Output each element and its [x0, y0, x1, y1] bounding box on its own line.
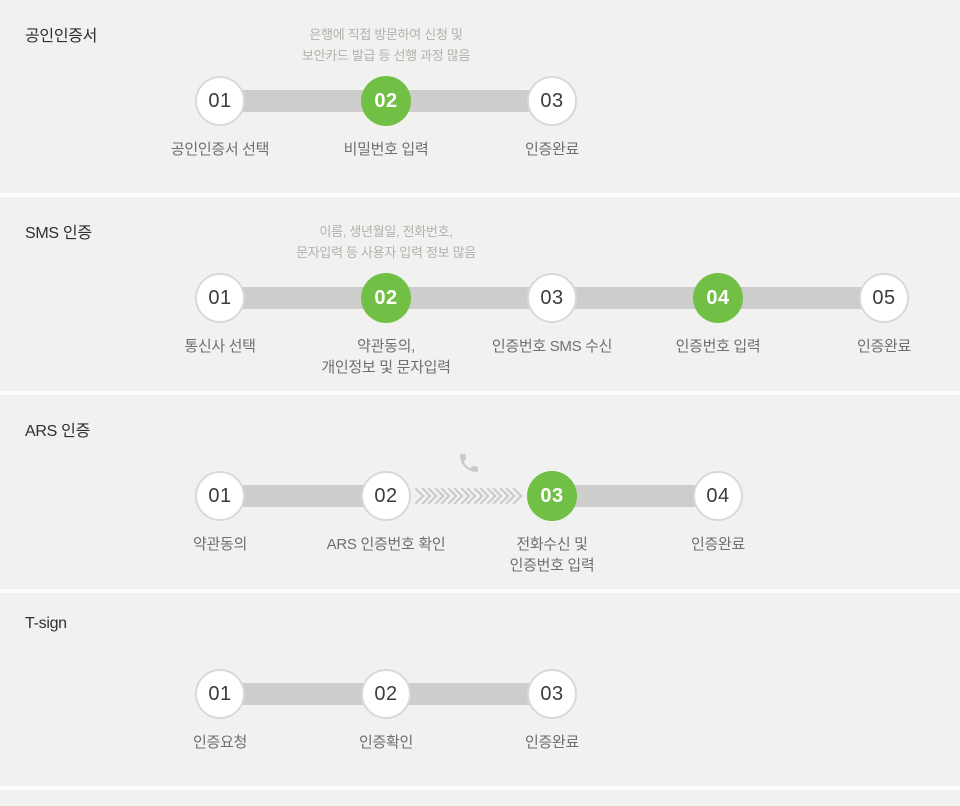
step-label: 인증확인: [358, 734, 413, 751]
section-title: ARS 인증: [25, 423, 90, 440]
step-connector: [220, 683, 386, 705]
step-number: 01: [208, 484, 232, 507]
step-number: 02: [374, 682, 398, 705]
step-label: 인증번호 입력: [675, 338, 761, 355]
step-circle-01: 01: [195, 76, 245, 126]
step-number: 01: [208, 682, 232, 705]
step-number: 02: [374, 89, 398, 112]
chevron-connector: [410, 484, 530, 508]
section-1: 공인인증서 은행에 직접 방문하여 신청 및 보안카드 발급 등 선행 과정 많음…: [0, 0, 960, 197]
step-connector: [386, 90, 552, 112]
step-label: 인증요청: [192, 734, 247, 751]
step-label: 인증완료: [524, 734, 579, 751]
step-label: 인증번호 SMS 수신: [491, 338, 613, 355]
step-circle-01: 01: [195, 471, 245, 521]
step-number: 01: [208, 89, 232, 112]
step-circle-02: 02: [361, 471, 411, 521]
step-circle-03: 03: [527, 76, 577, 126]
step-connector: [220, 90, 386, 112]
step-circle-02: 02: [361, 76, 411, 126]
section-2: SMS 인증 이름, 생년월일, 전화번호, 문자입력 등 사용자 입력 정보 많…: [0, 197, 960, 395]
step-label: 인증완료: [856, 338, 911, 355]
step-connector: [220, 485, 386, 507]
step-number: 03: [540, 286, 564, 309]
step-label: 공인인증서 선택: [170, 141, 270, 158]
step-number: 03: [540, 89, 564, 112]
step-number: 02: [374, 484, 398, 507]
section-4: T-sign 01 인증요청 02 인증확인 03 인증완료: [0, 593, 960, 790]
section-note: 은행에 직접 방문하여 신청 및 보안카드 발급 등 선행 과정 많음: [301, 27, 471, 64]
step-connector: [718, 287, 884, 309]
step-number: 05: [872, 286, 896, 309]
step-label: ARS 인증번호 확인: [326, 536, 446, 553]
step-label: 비밀번호 입력: [343, 141, 429, 158]
phone-icon: [457, 451, 481, 475]
step-label: 약관동의: [192, 536, 247, 553]
step-connector: [386, 683, 552, 705]
section-title: T-sign: [25, 615, 67, 632]
step-circle-05: 05: [859, 273, 909, 323]
step-circle-02: 02: [361, 273, 411, 323]
step-connector: [386, 287, 552, 309]
step-circle-01: 01: [195, 273, 245, 323]
step-number: 02: [374, 286, 398, 309]
section-title: SMS 인증: [25, 225, 92, 242]
step-number: 04: [706, 286, 730, 309]
step-circle-01: 01: [195, 669, 245, 719]
step-connector: [220, 287, 386, 309]
step-label: 전화수신 및 인증번호 입력: [509, 536, 595, 574]
step-label: 인증완료: [690, 536, 745, 553]
section-note: 이름, 생년월일, 전화번호, 문자입력 등 사용자 입력 정보 많음: [296, 224, 476, 261]
section-title: 공인인증서: [25, 28, 98, 45]
step-circle-02: 02: [361, 669, 411, 719]
step-circle-03: 03: [527, 273, 577, 323]
step-connector: [552, 287, 718, 309]
step-circle-03: 03: [527, 669, 577, 719]
step-circle-04: 04: [693, 273, 743, 323]
step-number: 03: [540, 484, 564, 507]
step-label: 통신사 선택: [184, 338, 256, 355]
step-circle-04: 04: [693, 471, 743, 521]
step-number: 04: [706, 484, 730, 507]
step-number: 03: [540, 682, 564, 705]
step-number: 01: [208, 286, 232, 309]
step-label: 약관동의, 개인정보 및 문자입력: [321, 338, 451, 376]
step-label: 인증완료: [524, 141, 579, 158]
section-3: ARS 인증 01 약관동의 02 ARS 인증번호 확인 03 전화수신 및 인증번호 입…: [0, 395, 960, 593]
step-connector: [552, 485, 718, 507]
step-circle-03: 03: [527, 471, 577, 521]
